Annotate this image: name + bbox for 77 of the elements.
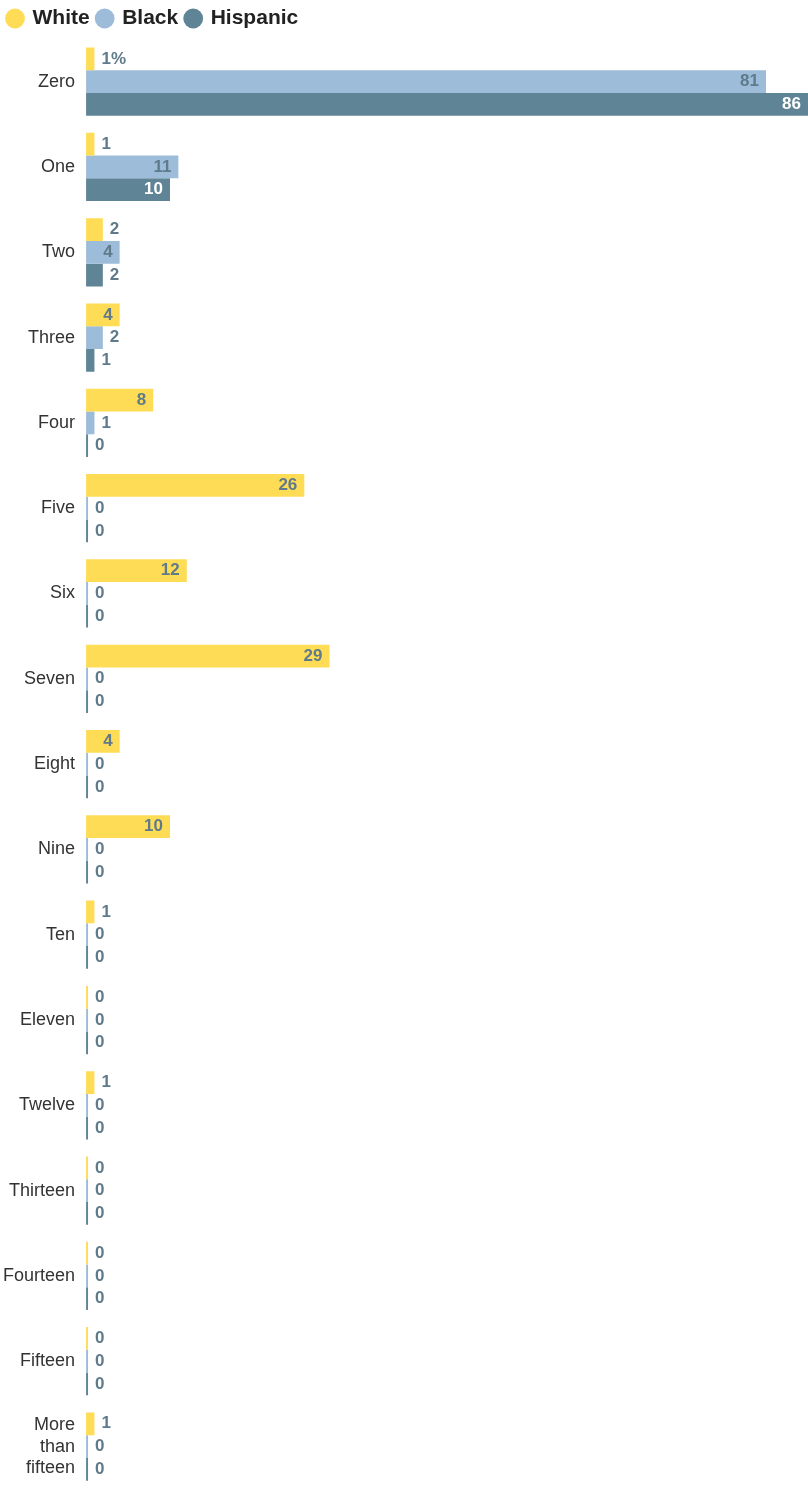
data-label: 26 xyxy=(278,475,298,495)
data-label: 0 xyxy=(95,1032,105,1052)
y-tick-label: Fourteen xyxy=(3,1264,76,1285)
data-label: 8 xyxy=(136,389,147,409)
data-label: 4 xyxy=(103,731,114,751)
data-label: 86 xyxy=(782,94,801,114)
y-tick-label: Thirteen xyxy=(9,1179,76,1200)
data-label: 0 xyxy=(95,839,105,859)
data-label: 0 xyxy=(95,583,105,603)
data-label: 2 xyxy=(109,219,120,239)
data-label: 11 xyxy=(153,156,172,176)
bar xyxy=(86,644,330,668)
data-label: 2 xyxy=(109,327,120,347)
data-label: 0 xyxy=(95,1157,105,1177)
data-label: 0 xyxy=(95,691,105,711)
data-label: 0 xyxy=(95,1203,105,1223)
data-label: 0 xyxy=(95,1180,105,1200)
data-label: 0 xyxy=(95,1436,105,1456)
data-label: 0 xyxy=(95,435,105,455)
data-label: 10 xyxy=(144,179,163,199)
y-tick-label: Zero xyxy=(38,70,76,91)
y-tick-label: Nine xyxy=(38,838,76,859)
data-label: 1 xyxy=(101,1072,111,1092)
data-label: 1 xyxy=(101,350,111,370)
data-label: 81 xyxy=(740,71,760,91)
bar xyxy=(86,474,305,497)
data-label: 0 xyxy=(95,605,105,625)
data-label: 1 xyxy=(101,1413,111,1433)
data-label: 4 xyxy=(103,304,114,324)
bar xyxy=(86,155,179,179)
data-label: 1% xyxy=(101,48,127,68)
data-label: 12 xyxy=(160,560,180,580)
data-label: 0 xyxy=(95,986,105,1006)
y-tick-label: Twelve xyxy=(19,1094,76,1115)
data-label: 0 xyxy=(95,1095,105,1115)
data-label: 0 xyxy=(95,1328,105,1348)
y-tick-label: Four xyxy=(38,411,76,432)
data-label: 0 xyxy=(95,1242,105,1262)
legend-label: White xyxy=(32,5,90,29)
y-tick-label: Three xyxy=(28,326,76,347)
bar xyxy=(86,93,808,116)
data-label: 0 xyxy=(95,1009,105,1029)
data-label: 10 xyxy=(144,816,163,836)
legend-label: Black xyxy=(122,5,179,29)
y-tick-label: One xyxy=(41,155,76,176)
data-label: 0 xyxy=(95,1350,105,1370)
data-label: 29 xyxy=(303,645,323,665)
data-label: 0 xyxy=(95,776,105,796)
legend-label: Hispanic xyxy=(210,5,299,29)
y-tick-label: Seven xyxy=(24,667,76,688)
data-label: 0 xyxy=(95,1458,105,1478)
data-label: 0 xyxy=(95,1265,105,1285)
data-label: 0 xyxy=(95,668,105,688)
bar xyxy=(86,388,154,412)
y-tick-label: Eleven xyxy=(20,1008,76,1029)
data-label: 4 xyxy=(103,241,114,261)
y-tick-label: Ten xyxy=(46,923,76,944)
data-label: 0 xyxy=(95,520,105,540)
data-label: 1 xyxy=(101,412,111,432)
data-label: 0 xyxy=(95,497,105,517)
data-label: 1 xyxy=(101,133,111,153)
data-label: 1 xyxy=(101,901,111,921)
y-tick-label: Eight xyxy=(34,753,76,774)
data-label: 0 xyxy=(95,1117,105,1137)
data-label: 0 xyxy=(95,1373,105,1393)
data-label: 0 xyxy=(95,861,105,881)
data-label: 0 xyxy=(95,1288,105,1308)
data-label: 2 xyxy=(109,264,120,284)
bar xyxy=(86,70,767,94)
data-label: 0 xyxy=(95,753,105,773)
data-label: 0 xyxy=(95,924,105,944)
y-tick-label: Two xyxy=(42,241,76,262)
y-tick-label: Five xyxy=(41,497,76,518)
data-label: 0 xyxy=(95,947,105,967)
y-tick-label: More than fifteen xyxy=(26,1413,76,1478)
y-tick-label: Six xyxy=(50,582,76,603)
y-tick-label: Fifteen xyxy=(20,1350,76,1371)
